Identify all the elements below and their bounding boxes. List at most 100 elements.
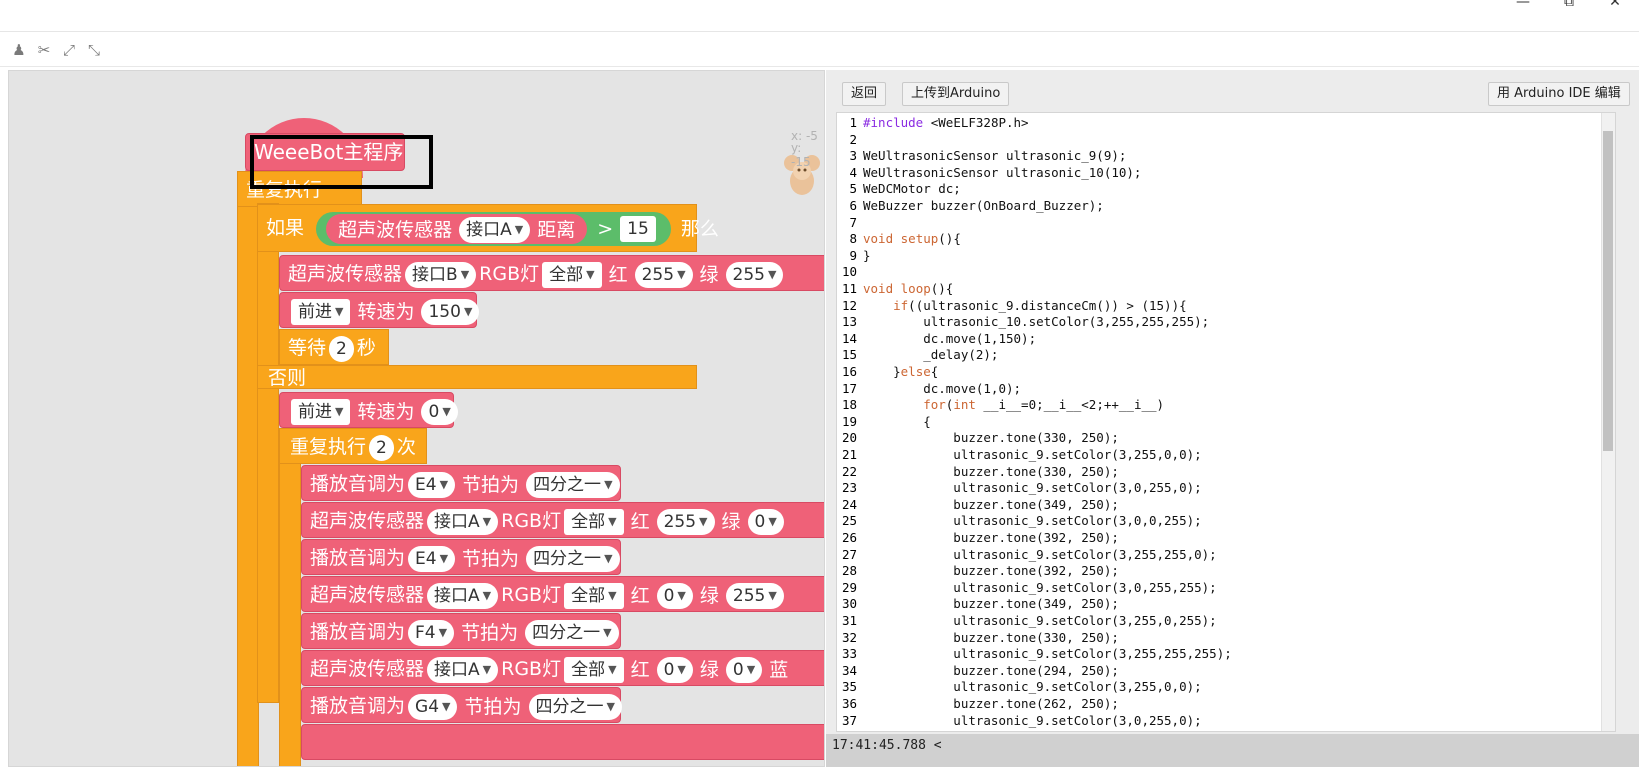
port-dropdown[interactable]: 接口A ▼ (427, 582, 499, 609)
code-line: buzzer.tone(330, 250); (863, 629, 1119, 645)
chevron-down-icon: ▼ (439, 477, 449, 491)
red-dropdown[interactable]: 0 ▼ (656, 656, 693, 683)
port-dropdown[interactable]: 接口A ▼ (459, 216, 531, 243)
hat-label: WeeeBot主程序 (254, 140, 404, 164)
led-dropdown[interactable]: 全部 ▼ (564, 582, 624, 609)
red-dropdown[interactable]: 0 ▼ (656, 582, 693, 609)
code-line: buzzer.tone(330, 250); (863, 430, 1119, 446)
green-dropdown[interactable]: 0 ▼ (747, 508, 784, 535)
green-label: 绿 (699, 658, 719, 681)
note-dropdown[interactable]: G4 ▼ (408, 693, 458, 720)
led-dropdown[interactable]: 全部 ▼ (542, 261, 602, 288)
direction-dropdown[interactable]: 前进 ▼ (291, 398, 351, 425)
direction-dropdown[interactable]: 前进 ▼ (291, 298, 351, 325)
threshold-input[interactable]: 15 (620, 216, 656, 242)
arduino-ide-button[interactable]: 用 Arduino IDE 编辑 (1488, 82, 1630, 106)
rgb-block-5[interactable] (301, 724, 824, 760)
green-dropdown[interactable]: 255 ▼ (725, 582, 784, 609)
rgb-block-1[interactable]: 超声波传感器 接口B ▼ RGB灯 全部 ▼ 红 255 ▼ 绿 255 ▼ (279, 255, 824, 291)
rgb-label: RGB灯 (501, 510, 562, 532)
play-label: 播放音调为 (310, 621, 406, 643)
code-line: _delay(2); (863, 347, 999, 363)
crop-icon[interactable]: ✂ (37, 41, 51, 59)
wait-input[interactable]: 2 (329, 335, 354, 362)
chevron-down-icon: ▼ (677, 662, 686, 676)
else-label: 否则 (268, 367, 307, 389)
play-label: 播放音调为 (310, 473, 406, 495)
rgb-block-2[interactable]: 超声波传感器 接口A ▼ RGB灯 全部 ▼ 红 255 ▼ 绿 0 ▼ (301, 502, 824, 538)
repeat-input[interactable]: 2 (369, 434, 394, 461)
distance-reporter[interactable]: 超声波传感器 接口A ▼ 距离 (326, 214, 588, 244)
code-line: }else{ (863, 364, 939, 379)
green-label: 绿 (699, 584, 719, 607)
line-number: 25 (841, 513, 857, 529)
green-value: 0 (754, 511, 766, 532)
green-dropdown[interactable]: 0 ▼ (725, 656, 763, 683)
line-number: 4 (849, 164, 857, 180)
note-dropdown[interactable]: E4 ▼ (408, 471, 456, 498)
shrink-icon[interactable]: ⤡ (87, 41, 100, 59)
minimize-button[interactable]: — (1516, 0, 1530, 10)
line-number: 11 (841, 281, 857, 296)
expand-icon[interactable]: ⤢ (62, 41, 75, 59)
code-line: ultrasonic_9.setColor(3,255,0,255); (863, 613, 1217, 628)
red-dropdown[interactable]: 255 ▼ (656, 508, 715, 535)
hat-block[interactable]: WeeeBot主程序 (245, 133, 405, 171)
note-dropdown[interactable]: F4 ▼ (408, 619, 455, 646)
line-number: 22 (841, 463, 857, 479)
line-number: 7 (849, 214, 857, 230)
beat-dropdown[interactable]: 四分之一 ▼ (525, 619, 619, 646)
green-value: 255 (732, 264, 765, 285)
chevron-down-icon: ▼ (768, 588, 777, 602)
code-line: buzzer.tone(294, 250); (863, 662, 1119, 678)
motor-block-1[interactable]: 前进 ▼ 转速为 150 ▼ (279, 292, 480, 328)
port-dropdown[interactable]: 接口A ▼ (427, 656, 499, 683)
speed-dropdown[interactable]: 150 ▼ (421, 298, 480, 325)
tone-block-1[interactable]: 播放音调为 E4 ▼ 节拍为 四分之一 ▼ (301, 465, 621, 501)
beat-dropdown[interactable]: 四分之一 ▼ (526, 471, 620, 498)
line-number: 6 (849, 198, 857, 213)
red-value: 0 (663, 659, 675, 680)
port-value: 接口A (434, 659, 480, 680)
green-dropdown[interactable]: 255 ▼ (725, 261, 784, 288)
code-line: ultrasonic_9.setColor(3,255,255,255); (863, 646, 1232, 662)
scrollbar-thumb[interactable] (1603, 131, 1613, 451)
rgb-block-3[interactable]: 超声波传感器 接口A ▼ RGB灯 全部 ▼ 红 0 ▼ 绿 255 ▼ (301, 576, 824, 612)
code-line: void setup(){ (863, 231, 961, 247)
red-dropdown[interactable]: 255 ▼ (634, 261, 693, 288)
if-block[interactable]: 如果 超声波传感器 接口A ▼ 距离 >15 那么 (257, 204, 719, 252)
code-editor[interactable]: 1 2 3 4 5 6 7 8 9 10 11 12 13 14 15 16 17 18 19 20 21 22 23 24 2… (836, 112, 1616, 732)
compare-block[interactable]: 超声波传感器 接口A ▼ 距离 >15 (316, 211, 671, 246)
led-dropdown[interactable]: 全部 ▼ (564, 656, 624, 683)
scrollbar[interactable] (1601, 113, 1615, 731)
forever-block[interactable]: 重复执行 (237, 171, 362, 207)
note-dropdown[interactable]: E4 ▼ (408, 545, 456, 572)
beat-dropdown[interactable]: 四分之一 ▼ (526, 545, 620, 572)
port-dropdown[interactable]: 接口B ▼ (405, 261, 477, 288)
stamp-icon[interactable]: ♟ (12, 41, 26, 59)
chevron-down-icon: ▼ (699, 514, 708, 528)
beat-dropdown[interactable]: 四分之一 ▼ (528, 693, 622, 720)
rgb-label: RGB灯 (479, 263, 540, 285)
line-number: 8 (849, 231, 857, 247)
tone-block-4[interactable]: 播放音调为 G4 ▼ 节拍为 四分之一 ▼ (301, 687, 622, 723)
rgb-block-4[interactable]: 超声波传感器 接口A ▼ RGB灯 全部 ▼ 红 0 ▼ 绿 0 ▼ 蓝 (301, 650, 824, 686)
port-dropdown[interactable]: 接口A ▼ (427, 508, 499, 535)
motor-block-2[interactable]: 前进 ▼ 转速为 0 ▼ (279, 392, 458, 428)
wait-block[interactable]: 等待 2 秒 (279, 329, 389, 365)
port-value: 接口A (434, 585, 480, 606)
close-button[interactable]: ✕ (1609, 0, 1621, 10)
times-label: 次 (396, 436, 416, 458)
tone-block-3[interactable]: 播放音调为 F4 ▼ 节拍为 四分之一 ▼ (301, 613, 621, 649)
maximize-button[interactable]: ⧉ (1564, 0, 1574, 10)
led-value: 全部 (571, 511, 606, 532)
code-line: ultrasonic_9.setColor(3,0,255,0); (863, 712, 1202, 728)
speed-dropdown[interactable]: 0 ▼ (421, 398, 458, 425)
back-button[interactable]: 返回 (842, 82, 887, 106)
upload-button[interactable]: 上传到Arduino (902, 82, 1010, 106)
tone-block-2[interactable]: 播放音调为 E4 ▼ 节拍为 四分之一 ▼ (301, 539, 621, 575)
blue-label: 蓝 (769, 658, 789, 681)
repeat-block[interactable]: 重复执行 2 次 (279, 428, 427, 464)
led-dropdown[interactable]: 全部 ▼ (564, 508, 624, 535)
code-line: buzzer.tone(349, 250); (863, 596, 1119, 612)
